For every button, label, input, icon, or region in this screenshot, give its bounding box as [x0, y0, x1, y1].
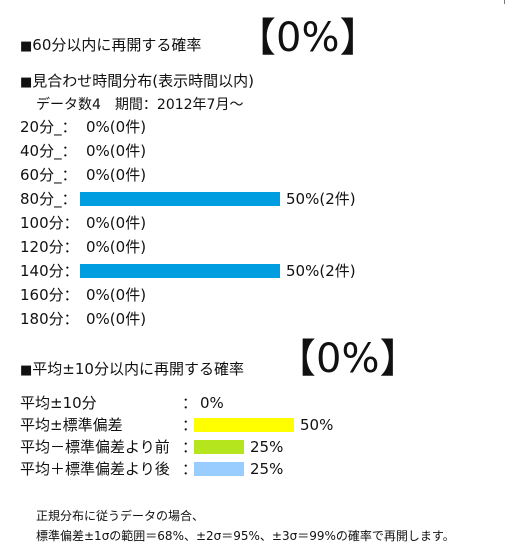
- distribution-row-value: 0%(0件): [86, 214, 147, 232]
- distribution-row-label: 40分_：: [20, 142, 77, 160]
- distribution-meta: データ数4 期間：2012年7月～: [36, 97, 244, 113]
- distribution-row-label: 160分：: [20, 286, 79, 304]
- bullet-square: ■: [20, 363, 33, 378]
- distribution-bar: [80, 264, 280, 278]
- note-line-1: 正規分布に従うデータの場合、: [36, 509, 205, 523]
- avg-row-label: 平均±10分: [20, 394, 97, 412]
- avg-row-value: 0%: [200, 394, 224, 412]
- result-60min: 【0%】: [236, 15, 380, 61]
- distribution-row-value: 0%(0件): [86, 286, 147, 304]
- result-avg: 【0%】: [276, 336, 420, 382]
- avg-bar: [194, 462, 244, 476]
- distribution-heading: 見合わせ時間分布(表示時間以内): [32, 72, 255, 90]
- section-60min-heading: 60分以内に再開する確率: [32, 36, 202, 54]
- window-edge-mark: [504, 0, 505, 4]
- distribution-row-label: 120分：: [20, 238, 79, 256]
- distribution-row-label: 80分_：: [20, 190, 77, 208]
- avg-row-separator: ：: [182, 394, 198, 412]
- distribution-row-value: 0%(0件): [86, 166, 147, 184]
- avg-row-label: 平均－標準偏差より前: [20, 438, 170, 456]
- distribution-row-value: 0%(0件): [86, 142, 147, 160]
- avg-row-label: 平均＋標準偏差より後: [20, 460, 170, 478]
- distribution-row-value: 0%(0件): [86, 118, 147, 136]
- distribution-header: ■見合わせ時間分布(表示時間以内): [20, 70, 254, 91]
- section-60min-header: ■60分以内に再開する確率: [20, 34, 201, 55]
- distribution-bar: [80, 192, 280, 206]
- distribution-row-label: 140分：: [20, 262, 79, 280]
- avg-row-separator: ：: [182, 438, 198, 456]
- avg-row-separator: ：: [182, 460, 198, 478]
- distribution-row-value: 0%(0件): [86, 310, 147, 328]
- distribution-row-value: 0%(0件): [86, 238, 147, 256]
- avg-row-value: 25%: [250, 460, 284, 478]
- distribution-row-label: 60分_：: [20, 166, 77, 184]
- avg-row-label: 平均±標準偏差: [20, 416, 123, 434]
- section-avg-heading: 平均±10分以内に再開する確率: [32, 360, 244, 378]
- avg-row-value: 50%: [300, 416, 334, 434]
- distribution-row-label: 100分：: [20, 214, 79, 232]
- avg-row-separator: ：: [182, 416, 198, 434]
- bullet-square: ■: [20, 75, 33, 90]
- avg-bar: [194, 418, 294, 432]
- distribution-row-label: 20分_：: [20, 118, 77, 136]
- distribution-row-value: 50%(2件): [286, 262, 356, 280]
- note-line-2: 標準偏差±1σの範囲＝68%、±2σ＝95%、±3σ＝99%の確率で再開します。: [36, 529, 455, 543]
- avg-bar: [194, 440, 244, 454]
- section-avg-header: ■平均±10分以内に再開する確率: [20, 358, 244, 379]
- bullet-square: ■: [20, 39, 33, 54]
- distribution-row-value: 50%(2件): [286, 190, 356, 208]
- distribution-row-label: 180分：: [20, 310, 79, 328]
- avg-row-value: 25%: [250, 438, 284, 456]
